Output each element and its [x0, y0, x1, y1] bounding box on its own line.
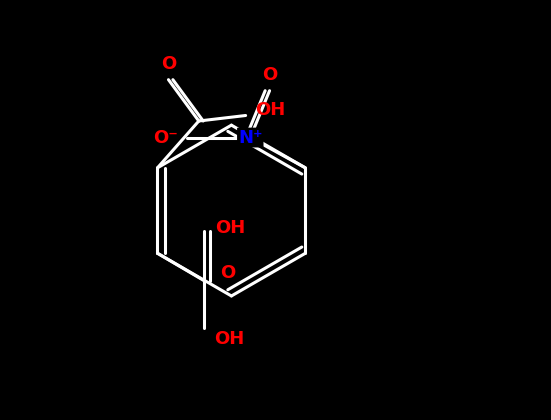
Text: OH: OH — [255, 101, 285, 119]
Text: O: O — [220, 263, 235, 281]
Text: N⁺: N⁺ — [238, 129, 263, 147]
Text: O: O — [161, 55, 176, 73]
Text: O⁻: O⁻ — [154, 129, 179, 147]
Text: OH: OH — [215, 220, 246, 237]
Text: OH: OH — [214, 330, 244, 348]
Text: O: O — [262, 66, 277, 84]
